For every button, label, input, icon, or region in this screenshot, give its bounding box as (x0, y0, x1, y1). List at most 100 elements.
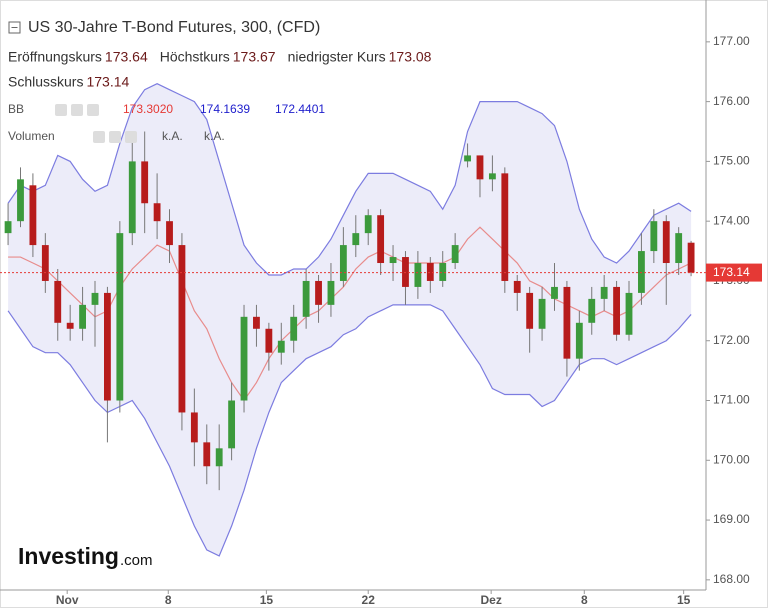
last-price-tag (706, 263, 762, 282)
candle-body (54, 280, 62, 323)
candle-body (389, 257, 397, 264)
volume-label: Volumen (8, 129, 55, 143)
candle-body (625, 292, 633, 335)
x-tick-label: 15 (260, 593, 274, 607)
candle-body (364, 215, 372, 234)
candle-body (402, 257, 409, 287)
bb-value: 172.4401 (275, 102, 325, 116)
indicator-icon (71, 104, 83, 116)
volume-value: k.A. (204, 129, 225, 143)
indicator-icon (93, 131, 105, 143)
candle-body (128, 161, 136, 234)
candle-body (451, 245, 459, 264)
volume-value: k.A. (162, 129, 183, 143)
legend-value: 173.67 (233, 49, 276, 65)
candle-body (17, 179, 24, 222)
bb-value: 173.3020 (123, 102, 173, 116)
candle-body (464, 155, 471, 162)
candle-body (116, 233, 124, 401)
candle-body (526, 292, 534, 329)
candle-body (153, 203, 161, 222)
candle-body (501, 173, 509, 281)
candle-body (277, 340, 285, 353)
candle-body (327, 280, 335, 305)
candle-body (141, 161, 149, 204)
candle-body (613, 286, 621, 335)
candle-body (352, 233, 360, 246)
candle-body (290, 316, 298, 341)
legend-label: Schlusskurs (8, 74, 83, 90)
y-tick-label: 175.00 (713, 154, 750, 168)
x-tick-label: 8 (165, 593, 172, 607)
y-tick-label: 169.00 (713, 512, 750, 526)
candle-body (538, 298, 546, 329)
indicator-icon (125, 131, 137, 143)
candle-body (91, 292, 99, 305)
x-tick-label: Dez (480, 593, 501, 607)
bb-value: 174.1639 (200, 102, 250, 116)
candle-body (488, 173, 496, 180)
candle-body (79, 304, 86, 329)
y-tick-label: 168.00 (713, 572, 750, 586)
legend-label: niedrigster Kurs (288, 49, 386, 65)
candle-body (228, 400, 236, 449)
candle-body (253, 316, 260, 329)
plot-area (4, 83, 695, 557)
bb-label: BB (8, 102, 24, 116)
candle-body (190, 412, 198, 443)
candle-body (638, 251, 645, 293)
indicator-icon (87, 104, 99, 116)
indicator-icon (109, 131, 121, 143)
x-tick-label: Nov (56, 593, 79, 607)
candle-body (315, 280, 322, 305)
x-tick-label: 15 (677, 593, 691, 607)
y-tick-label: 177.00 (713, 34, 750, 48)
candle-body (4, 221, 12, 234)
candle-body (339, 245, 347, 281)
title: US 30-Jahre T-Bond Futures, 300, (CFD) (28, 19, 320, 36)
candle-body (650, 221, 658, 252)
legend-value: 173.08 (389, 49, 432, 65)
candle-body (426, 263, 434, 281)
candle-body (662, 221, 670, 264)
logo: Investing (18, 543, 119, 569)
candle-body (513, 280, 521, 293)
x-tick-label: 8 (581, 593, 588, 607)
candle-body (240, 316, 248, 401)
candle-body (104, 292, 111, 401)
legend-value: 173.64 (105, 49, 148, 65)
candle-body (41, 245, 49, 281)
y-tick-label: 170.00 (713, 452, 750, 466)
indicator-icon (55, 104, 67, 116)
candle-body (166, 221, 173, 246)
legend-label: Höchstkurs (160, 49, 230, 65)
candle-body (439, 263, 447, 281)
header: Eröffnungskurs 173.64 Höchstkurs 173.67 nied… (8, 49, 432, 143)
candle-body (476, 155, 484, 180)
candle-body (377, 215, 385, 264)
candle-body (265, 328, 273, 353)
candle-body (600, 286, 608, 299)
band-lower (7, 304, 692, 557)
y-tick-label: 171.00 (713, 393, 750, 407)
legend-value: 173.14 (86, 74, 129, 90)
candle-body (563, 286, 571, 359)
candle-body (551, 286, 558, 299)
x-tick-label: 22 (362, 593, 376, 607)
candle-body (178, 245, 186, 413)
candle-body (29, 185, 37, 246)
collapse-icon[interactable] (8, 21, 21, 34)
candle-body (575, 322, 583, 359)
logo-suffix: .com (120, 552, 153, 569)
candle-body (302, 280, 310, 317)
y-tick-label: 174.00 (713, 213, 750, 227)
y-tick-label: 172.00 (713, 333, 750, 347)
band-fill (8, 83, 692, 556)
band-upper (7, 83, 692, 276)
candle-body (675, 233, 683, 264)
legend-label: Eröffnungskurs (8, 49, 102, 65)
candle-body (687, 242, 695, 273)
candle-body (588, 298, 596, 323)
